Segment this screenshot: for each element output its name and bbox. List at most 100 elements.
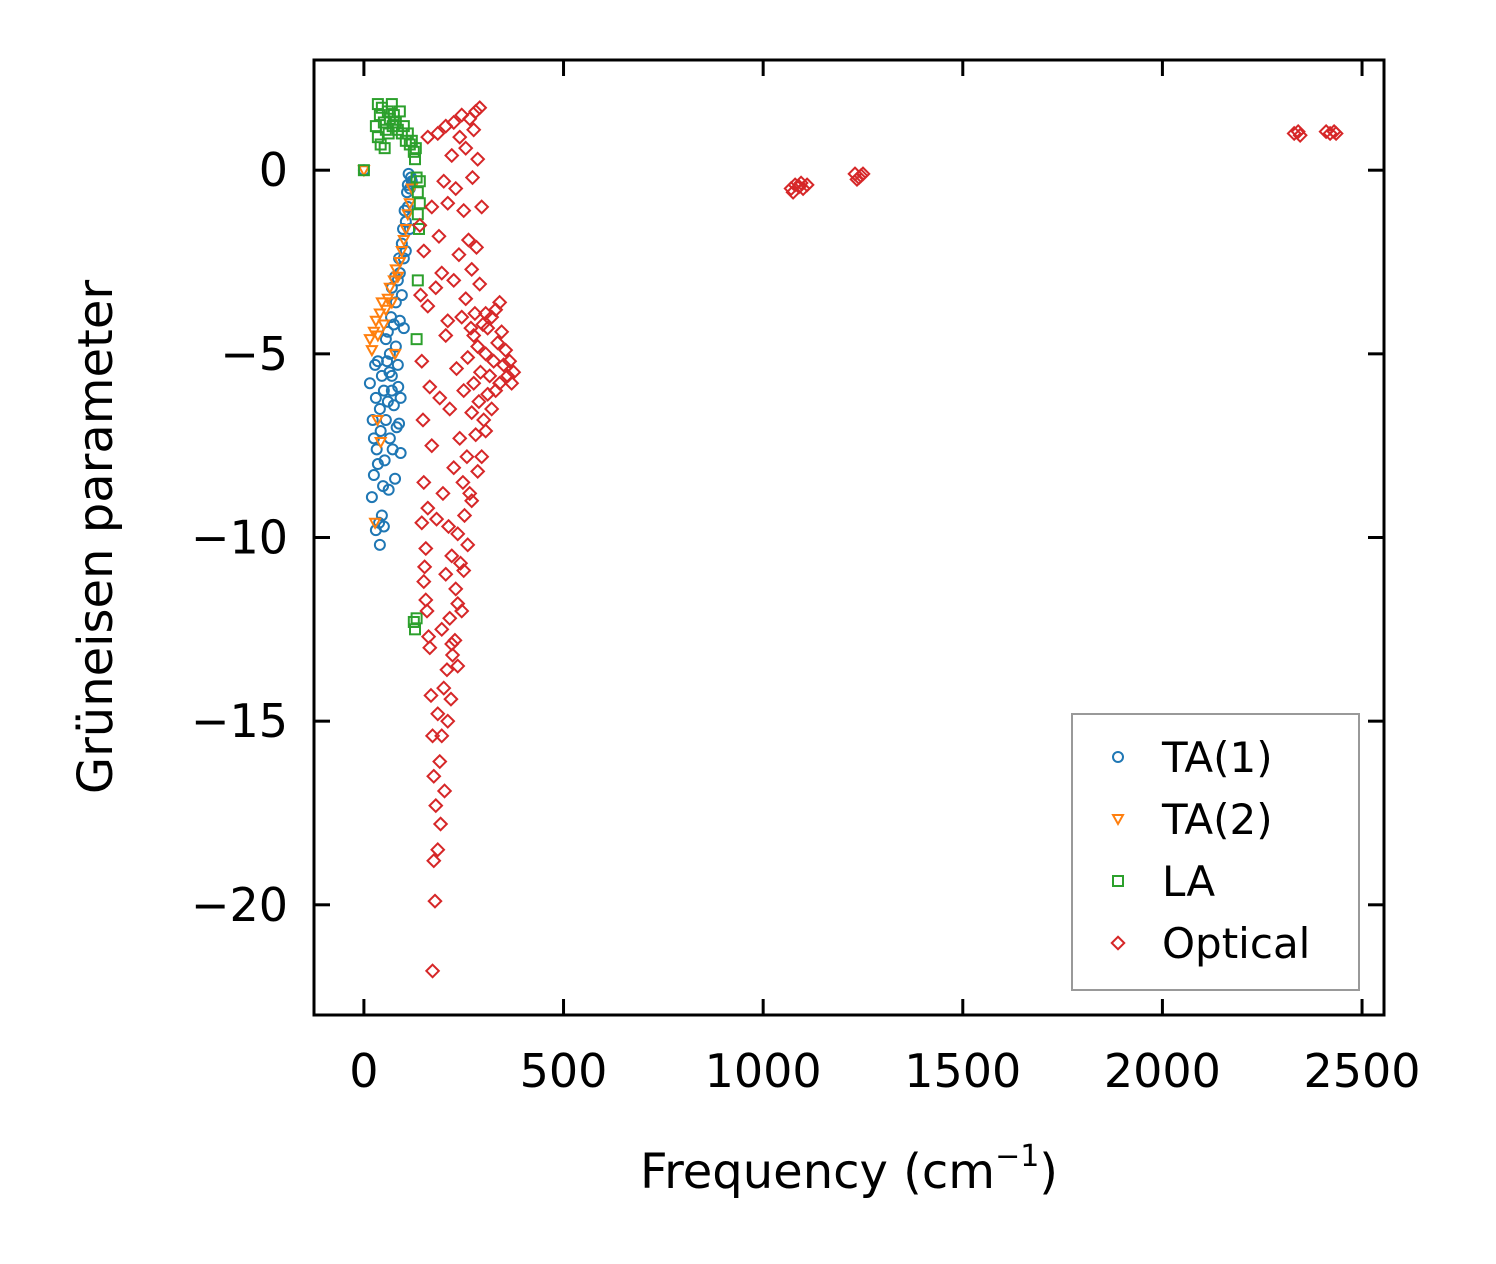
data-point bbox=[365, 345, 379, 358]
data-point bbox=[373, 308, 387, 321]
data-point bbox=[416, 243, 432, 259]
data-point bbox=[373, 402, 386, 415]
data-point bbox=[399, 223, 413, 237]
data-point bbox=[503, 375, 520, 391]
data-point bbox=[478, 423, 494, 439]
data-point bbox=[428, 511, 445, 527]
data-point bbox=[391, 358, 404, 371]
legend-marker bbox=[1112, 751, 1124, 763]
data-point bbox=[1322, 125, 1338, 142]
data-point bbox=[432, 816, 449, 832]
series-ta-1 bbox=[357, 164, 418, 551]
data-point bbox=[393, 105, 406, 118]
data-point bbox=[442, 610, 458, 626]
data-point bbox=[495, 357, 512, 373]
legend-label: TA(1) bbox=[1161, 733, 1273, 782]
data-point bbox=[444, 647, 461, 663]
data-point bbox=[448, 180, 464, 197]
data-point bbox=[430, 125, 446, 142]
data-point bbox=[374, 138, 387, 151]
x-tick-label: 500 bbox=[520, 1044, 608, 1098]
data-point bbox=[412, 287, 429, 303]
data-point bbox=[474, 199, 490, 215]
data-point bbox=[440, 313, 456, 329]
legend-item: TA(2) bbox=[1111, 795, 1273, 844]
data-point bbox=[418, 592, 434, 608]
data-point bbox=[482, 368, 498, 384]
x-tick-label: 2000 bbox=[1104, 1044, 1221, 1098]
data-point bbox=[466, 327, 482, 344]
data-point bbox=[415, 412, 431, 428]
y-tick-label: −15 bbox=[191, 694, 288, 748]
data-point bbox=[419, 603, 435, 619]
data-point bbox=[401, 200, 414, 213]
data-point bbox=[389, 340, 402, 353]
data-point bbox=[472, 276, 488, 292]
y-axis-title: Grüneisen parameter bbox=[68, 280, 124, 795]
series-optical bbox=[412, 100, 1344, 979]
data-point bbox=[387, 399, 400, 412]
data-point bbox=[460, 537, 476, 553]
data-point bbox=[424, 199, 440, 215]
data-point bbox=[379, 304, 393, 317]
data-point bbox=[440, 195, 456, 211]
data-point bbox=[416, 573, 432, 590]
data-point bbox=[373, 437, 388, 450]
x-tick-label: 0 bbox=[349, 1044, 378, 1098]
data-point bbox=[430, 842, 446, 858]
data-point bbox=[491, 294, 508, 311]
data-points bbox=[357, 98, 1344, 979]
data-point bbox=[440, 518, 457, 535]
data-point bbox=[410, 333, 423, 346]
axis-ticks: 0 500 1000 1500 2000 2500 0 −5 −10 −15 −20 bbox=[191, 60, 1421, 1098]
y-tick-label: −5 bbox=[220, 327, 288, 381]
data-point bbox=[476, 412, 492, 428]
data-point bbox=[420, 629, 437, 645]
data-point bbox=[395, 246, 409, 259]
data-point bbox=[438, 327, 454, 344]
data-point bbox=[505, 364, 522, 380]
data-point bbox=[452, 129, 468, 145]
data-point bbox=[501, 353, 518, 369]
data-point bbox=[369, 391, 382, 404]
data-point bbox=[409, 153, 422, 166]
data-point bbox=[458, 291, 474, 307]
data-point bbox=[434, 621, 450, 637]
data-point bbox=[393, 257, 407, 270]
y-tick-label: 0 bbox=[259, 143, 288, 197]
data-point bbox=[373, 538, 386, 551]
legend-marker bbox=[1110, 935, 1126, 951]
data-point bbox=[407, 615, 420, 628]
data-point bbox=[472, 364, 489, 380]
data-point bbox=[446, 114, 462, 131]
data-point bbox=[472, 100, 488, 116]
data-point bbox=[440, 713, 456, 729]
data-point bbox=[427, 893, 443, 909]
data-point bbox=[379, 333, 392, 346]
data-point bbox=[480, 320, 496, 336]
data-point bbox=[378, 454, 391, 467]
x-tick-label: 1500 bbox=[904, 1044, 1021, 1098]
data-point bbox=[412, 217, 428, 233]
data-point bbox=[420, 298, 436, 314]
data-point bbox=[420, 500, 436, 516]
data-point bbox=[389, 116, 402, 129]
data-point bbox=[439, 662, 455, 678]
legend-label: LA bbox=[1162, 857, 1215, 906]
x-tick-label: 1000 bbox=[705, 1044, 822, 1098]
data-point bbox=[430, 706, 446, 722]
legend-label: Optical bbox=[1162, 919, 1310, 968]
data-point bbox=[423, 687, 439, 704]
data-point bbox=[387, 318, 400, 331]
data-point bbox=[394, 391, 407, 404]
legend-item: TA(1) bbox=[1112, 733, 1273, 782]
legend-label: TA(2) bbox=[1161, 795, 1273, 844]
data-point bbox=[464, 404, 480, 421]
data-point bbox=[455, 474, 471, 491]
data-point bbox=[374, 424, 387, 437]
data-point bbox=[456, 562, 472, 579]
data-point bbox=[418, 540, 434, 557]
data-point bbox=[377, 319, 391, 332]
data-point bbox=[397, 234, 411, 248]
data-point bbox=[466, 122, 482, 138]
